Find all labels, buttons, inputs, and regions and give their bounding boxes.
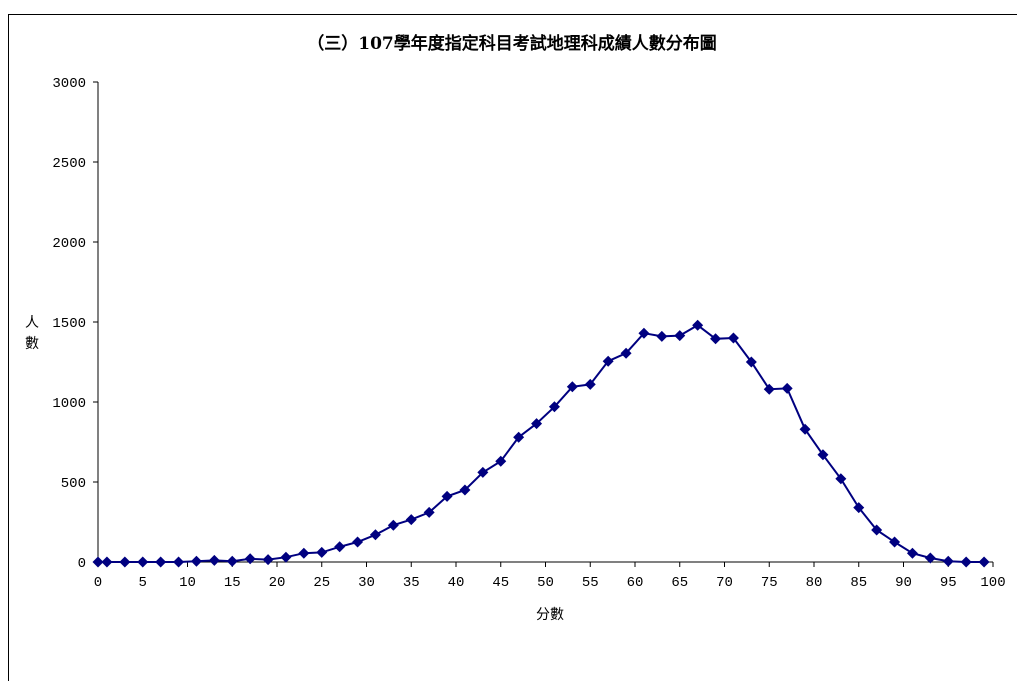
data-point [405, 514, 417, 526]
y-tick-label: 0 [78, 556, 86, 572]
data-point [298, 547, 310, 559]
x-tick-label: 5 [139, 575, 147, 591]
x-tick-label: 70 [716, 575, 733, 591]
data-point [674, 330, 686, 342]
y-tick-label: 2000 [52, 236, 86, 252]
data-point [745, 356, 757, 368]
data-point [566, 381, 578, 393]
data-point [942, 555, 954, 567]
y-tick-label: 3000 [52, 76, 86, 92]
data-point [477, 466, 489, 478]
x-tick-label: 75 [761, 575, 778, 591]
data-point [924, 552, 936, 564]
data-point [978, 556, 990, 568]
y-tick-label: 500 [61, 476, 86, 492]
x-tick-label: 95 [940, 575, 957, 591]
data-point [799, 423, 811, 435]
data-point [334, 541, 346, 553]
data-point [763, 383, 775, 395]
data-point [495, 455, 507, 467]
x-tick-label: 100 [980, 575, 1005, 591]
data-point [889, 536, 901, 548]
data-point [513, 431, 525, 443]
data-point [710, 333, 722, 345]
series-line [98, 324, 985, 563]
data-point [835, 473, 847, 485]
y-axis-label-char-2: 數 [25, 336, 39, 352]
data-point [853, 502, 865, 514]
series-group [92, 319, 990, 568]
y-tick-label: 2500 [52, 156, 86, 172]
x-tick-label: 50 [537, 575, 554, 591]
data-point [387, 519, 399, 531]
x-tick-label: 60 [627, 575, 644, 591]
x-axis-label: 分數 [536, 607, 564, 623]
x-tick-label: 25 [313, 575, 330, 591]
data-point [781, 382, 793, 394]
data-point [906, 547, 918, 559]
data-point [190, 555, 202, 567]
x-tick-label: 30 [358, 575, 375, 591]
data-point [441, 490, 453, 502]
data-point [638, 327, 650, 339]
data-point [960, 556, 972, 568]
y-tick-label: 1000 [52, 396, 86, 412]
x-tick-label: 90 [895, 575, 912, 591]
data-point [871, 524, 883, 536]
data-point [173, 556, 185, 568]
x-tick-label: 15 [224, 575, 241, 591]
data-point [262, 554, 274, 566]
x-tick-label: 65 [671, 575, 688, 591]
x-tick-label: 35 [403, 575, 420, 591]
data-point [316, 546, 328, 558]
data-point [137, 556, 149, 568]
chart-frame [8, 14, 1017, 681]
data-point [620, 347, 632, 359]
data-point [280, 551, 292, 563]
data-point [101, 556, 113, 568]
data-point [369, 529, 381, 541]
x-tick-label: 80 [806, 575, 823, 591]
chart-title: （三）107學年度指定科目考試地理科成績人數分布圖 [307, 33, 717, 54]
x-tick-label: 85 [850, 575, 867, 591]
data-point [92, 556, 104, 568]
x-tick-label: 20 [269, 575, 286, 591]
data-point [226, 555, 238, 567]
data-point [817, 449, 829, 461]
data-point [548, 401, 560, 413]
y-tick-label: 1500 [52, 316, 86, 332]
y-axis-label-char-1: 人 [25, 315, 39, 331]
x-tick-label: 40 [448, 575, 465, 591]
x-tick-label: 10 [179, 575, 196, 591]
data-point [531, 418, 543, 430]
data-point [352, 536, 364, 548]
data-point [692, 319, 704, 331]
data-point [423, 506, 435, 518]
data-point [244, 553, 256, 565]
x-tick-label: 0 [94, 575, 102, 591]
data-point [208, 554, 220, 566]
x-tick-label: 45 [492, 575, 509, 591]
x-tick-label: 55 [582, 575, 599, 591]
axes: 0 500 1000 1500 2000 2500 3000 0 5 10 15 20 25 30 35 40… [52, 76, 1005, 591]
data-point [119, 556, 131, 568]
data-point [459, 484, 471, 496]
data-point [656, 330, 668, 342]
data-point [155, 556, 167, 568]
data-point [727, 332, 739, 344]
data-point [584, 378, 596, 390]
data-point [602, 355, 614, 367]
